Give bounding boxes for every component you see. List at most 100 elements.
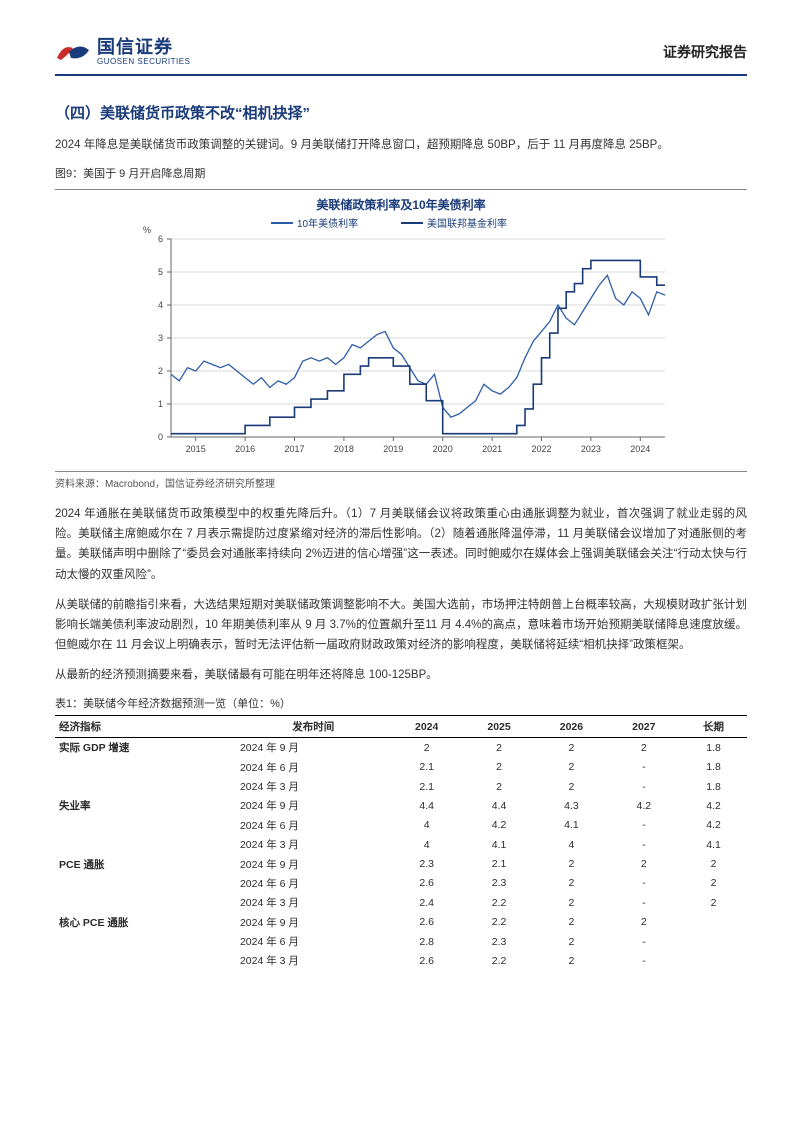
table-header: 2026 bbox=[535, 716, 607, 738]
value-cell: 2 bbox=[608, 854, 680, 873]
section-title: （四）美联储货币政策不改“相机抉择” bbox=[55, 102, 747, 123]
brand-name-en: GUOSEN SECURITIES bbox=[97, 58, 190, 66]
table-header: 2027 bbox=[608, 716, 680, 738]
table-row: 2024 年 6 月44.24.1-4.2 bbox=[55, 816, 747, 835]
figure-caption: 图9：美国于 9 月开启降息周期 bbox=[55, 165, 747, 181]
brand-name-cn: 国信证券 bbox=[97, 38, 190, 56]
value-cell: 2.8 bbox=[391, 932, 463, 951]
value-cell: - bbox=[608, 893, 680, 912]
table-row: 失业率2024 年 9 月4.44.44.34.24.2 bbox=[55, 796, 747, 815]
value-cell: 2 bbox=[535, 932, 607, 951]
svg-text:0: 0 bbox=[158, 432, 163, 442]
indicator-cell bbox=[55, 835, 236, 854]
value-cell bbox=[680, 913, 747, 932]
svg-text:2020: 2020 bbox=[433, 444, 453, 454]
value-cell bbox=[680, 932, 747, 951]
value-cell: - bbox=[608, 932, 680, 951]
paragraph-1: 2024 年降息是美联储货币政策调整的关键词。9 月美联储打开降息窗口，超预期降… bbox=[55, 135, 747, 155]
value-cell: 4.1 bbox=[535, 816, 607, 835]
value-cell: 2 bbox=[535, 738, 607, 758]
release-cell: 2024 年 6 月 bbox=[236, 932, 391, 951]
indicator-cell bbox=[55, 893, 236, 912]
table-header: 长期 bbox=[680, 716, 747, 738]
table-header: 经济指标 bbox=[55, 716, 236, 738]
brand-logo-icon bbox=[55, 38, 91, 66]
value-cell: - bbox=[608, 777, 680, 796]
value-cell: 2.3 bbox=[463, 874, 535, 893]
value-cell: 2.6 bbox=[391, 951, 463, 970]
svg-text:2016: 2016 bbox=[235, 444, 255, 454]
value-cell: 2.2 bbox=[463, 893, 535, 912]
value-cell: 4.1 bbox=[463, 835, 535, 854]
value-cell: 2 bbox=[608, 913, 680, 932]
indicator-cell: 核心 PCE 通胀 bbox=[55, 913, 236, 932]
indicator-cell: 失业率 bbox=[55, 796, 236, 815]
release-cell: 2024 年 9 月 bbox=[236, 913, 391, 932]
svg-text:2: 2 bbox=[158, 366, 163, 376]
indicator-cell bbox=[55, 758, 236, 777]
table-row: 2024 年 3 月2.122-1.8 bbox=[55, 777, 747, 796]
value-cell: 2 bbox=[535, 951, 607, 970]
indicator-cell bbox=[55, 816, 236, 835]
value-cell: 2.3 bbox=[391, 854, 463, 873]
value-cell: 2.2 bbox=[463, 913, 535, 932]
page-header: 国信证券 GUOSEN SECURITIES 证券研究报告 bbox=[55, 38, 747, 76]
paragraph-3: 从美联储的前瞻指引来看，大选结果短期对美联储政策调整影响不大。美国大选前，市场押… bbox=[55, 595, 747, 655]
value-cell: 2.6 bbox=[391, 874, 463, 893]
value-cell: 2.1 bbox=[463, 854, 535, 873]
svg-text:5: 5 bbox=[158, 267, 163, 277]
value-cell: 2 bbox=[608, 738, 680, 758]
svg-text:美联储政策利率及10年美债利率: 美联储政策利率及10年美债利率 bbox=[316, 197, 485, 212]
indicator-cell bbox=[55, 777, 236, 796]
table-caption: 表1：美联储今年经济数据预测一览（单位：%） bbox=[55, 695, 747, 711]
value-cell: 4.1 bbox=[680, 835, 747, 854]
indicator-cell: PCE 通胀 bbox=[55, 854, 236, 873]
svg-text:4: 4 bbox=[158, 300, 163, 310]
svg-text:6: 6 bbox=[158, 234, 163, 244]
table-row: 2024 年 3 月44.14-4.1 bbox=[55, 835, 747, 854]
value-cell: 2.3 bbox=[463, 932, 535, 951]
indicator-cell bbox=[55, 874, 236, 893]
release-cell: 2024 年 3 月 bbox=[236, 777, 391, 796]
value-cell: - bbox=[608, 874, 680, 893]
value-cell: 4 bbox=[535, 835, 607, 854]
svg-text:2015: 2015 bbox=[186, 444, 206, 454]
value-cell: 4 bbox=[391, 835, 463, 854]
value-cell: 4.4 bbox=[463, 796, 535, 815]
value-cell: - bbox=[608, 951, 680, 970]
value-cell: 2 bbox=[680, 874, 747, 893]
value-cell: 2 bbox=[463, 777, 535, 796]
value-cell: 4.3 bbox=[535, 796, 607, 815]
release-cell: 2024 年 9 月 bbox=[236, 796, 391, 815]
value-cell: 1.8 bbox=[680, 777, 747, 796]
release-cell: 2024 年 6 月 bbox=[236, 874, 391, 893]
release-cell: 2024 年 3 月 bbox=[236, 893, 391, 912]
value-cell: 4 bbox=[391, 816, 463, 835]
svg-text:2019: 2019 bbox=[383, 444, 403, 454]
figure-source: 资料来源：Macrobond，国信证券经济研究所整理 bbox=[55, 475, 747, 490]
value-cell: 2.6 bbox=[391, 913, 463, 932]
value-cell: 4.2 bbox=[680, 796, 747, 815]
indicator-cell bbox=[55, 932, 236, 951]
release-cell: 2024 年 9 月 bbox=[236, 854, 391, 873]
table-header: 2025 bbox=[463, 716, 535, 738]
svg-text:3: 3 bbox=[158, 333, 163, 343]
value-cell: 4.2 bbox=[463, 816, 535, 835]
value-cell: 2 bbox=[535, 854, 607, 873]
value-cell: 4.4 bbox=[391, 796, 463, 815]
svg-text:2021: 2021 bbox=[482, 444, 502, 454]
table-header: 发布时间 bbox=[236, 716, 391, 738]
value-cell: 2 bbox=[535, 777, 607, 796]
value-cell: 2 bbox=[680, 854, 747, 873]
table-header: 2024 bbox=[391, 716, 463, 738]
value-cell: 4.2 bbox=[608, 796, 680, 815]
release-cell: 2024 年 3 月 bbox=[236, 951, 391, 970]
value-cell: 2 bbox=[535, 893, 607, 912]
brand: 国信证券 GUOSEN SECURITIES bbox=[55, 38, 190, 66]
release-cell: 2024 年 9 月 bbox=[236, 738, 391, 758]
value-cell bbox=[680, 951, 747, 970]
value-cell: 2 bbox=[535, 758, 607, 777]
svg-text:美国联邦基金利率: 美国联邦基金利率 bbox=[427, 217, 507, 230]
figure-border-bottom bbox=[55, 467, 747, 472]
value-cell: 2 bbox=[463, 758, 535, 777]
